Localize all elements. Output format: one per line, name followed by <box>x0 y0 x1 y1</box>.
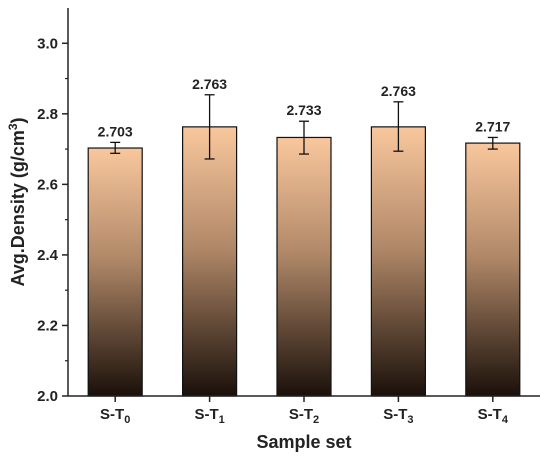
y-tick-label: 2.8 <box>37 106 58 123</box>
value-label-S-T3: 2.763 <box>381 83 416 99</box>
y-tick-label: 3.0 <box>37 35 58 52</box>
error-bar-S-T1 <box>204 94 215 160</box>
bar-S-T4 <box>465 142 521 397</box>
x-tick-label: S-T4 <box>478 406 509 426</box>
axes-layer <box>62 8 540 402</box>
x-axis-title: Sample set <box>256 432 351 452</box>
bar-S-T2 <box>276 136 332 397</box>
value-label-S-T0: 2.703 <box>98 123 133 139</box>
value-label-S-T1: 2.763 <box>192 76 227 92</box>
bar-S-T3 <box>370 126 426 397</box>
error-bar-S-T0 <box>110 141 121 154</box>
bar-S-T1 <box>182 126 238 397</box>
bar-S-T0 <box>87 147 143 397</box>
y-tick-label: 2.6 <box>37 176 58 193</box>
y-tick-label: 2.0 <box>37 388 58 405</box>
x-tick-label: S-T0 <box>100 406 130 426</box>
y-tick-label: 2.4 <box>37 247 59 264</box>
x-tick-label: S-T2 <box>289 406 319 426</box>
error-bar-S-T2 <box>299 120 309 155</box>
y-tick-label: 2.2 <box>37 317 58 334</box>
labels-layer: 2.703 2.763 2.733 2.763 2.717 2.0 2.2 2.4 2.6 2.8… <box>6 35 511 452</box>
value-label-S-T2: 2.733 <box>286 102 321 118</box>
error-bar-S-T3 <box>393 101 404 152</box>
x-tick-label: S-T1 <box>194 406 224 426</box>
value-label-S-T4: 2.717 <box>475 118 510 134</box>
bars-layer <box>87 94 521 397</box>
x-tick-label: S-T3 <box>383 406 413 426</box>
y-axis-title: Avg.Density (g/cm3) <box>6 117 28 286</box>
error-bar-S-T4 <box>487 136 498 150</box>
